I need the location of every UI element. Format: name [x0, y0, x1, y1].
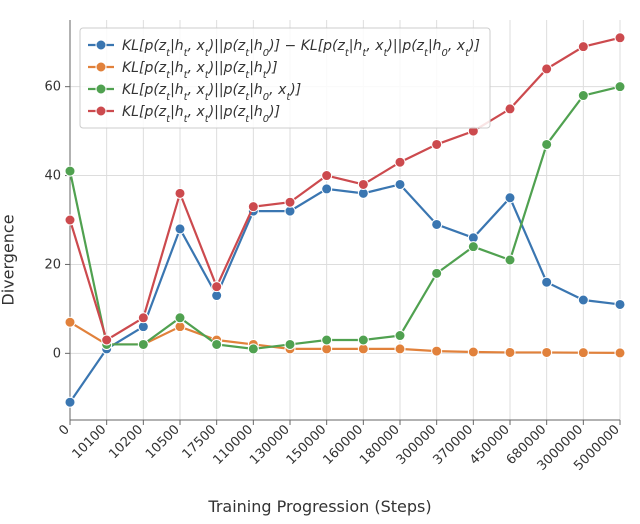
series-marker-kl_h0 — [102, 335, 112, 345]
chart-container: Divergence Training Progression (Steps) … — [0, 0, 640, 520]
series-marker-kl_h0_xt — [212, 339, 222, 349]
series-marker-kl_h0 — [432, 139, 442, 149]
series-marker-kl_h0 — [138, 313, 148, 323]
series-marker-kl_ht — [615, 348, 625, 358]
series-marker-kl_h0 — [322, 171, 332, 181]
series-marker-kl_ht — [578, 348, 588, 358]
y-axis-label: Divergence — [0, 214, 18, 305]
series-marker-kl_h0 — [505, 104, 515, 114]
series-marker-kl_h0 — [395, 157, 405, 167]
series-marker-kl_h0_xt — [285, 339, 295, 349]
chart-svg: 0204060010100102001050017500110000130000… — [0, 0, 640, 520]
svg-text:40: 40 — [44, 169, 61, 184]
series-marker-diff — [578, 295, 588, 305]
series-marker-kl_h0_xt — [542, 139, 552, 149]
series-marker-diff — [175, 224, 185, 234]
series-marker-diff — [432, 219, 442, 229]
svg-text:60: 60 — [44, 80, 61, 95]
series-marker-kl_h0 — [615, 33, 625, 43]
series-marker-kl_h0 — [65, 215, 75, 225]
svg-text:0: 0 — [53, 346, 61, 361]
series-marker-kl_h0_xt — [395, 331, 405, 341]
series-marker-kl_h0_xt — [138, 339, 148, 349]
series-marker-kl_h0_xt — [65, 166, 75, 176]
series-marker-kl_ht — [395, 344, 405, 354]
series-marker-diff — [505, 193, 515, 203]
series-marker-diff — [395, 179, 405, 189]
series-marker-diff — [542, 277, 552, 287]
series-marker-diff — [322, 184, 332, 194]
series-marker-kl_ht — [468, 347, 478, 357]
series-marker-kl_ht — [542, 347, 552, 357]
series-marker-kl_ht — [65, 317, 75, 327]
series-marker-kl_h0 — [248, 202, 258, 212]
series-marker-kl_h0_xt — [578, 91, 588, 101]
series-marker-kl_h0 — [212, 282, 222, 292]
series-marker-kl_h0_xt — [358, 335, 368, 345]
series-marker-kl_h0 — [175, 188, 185, 198]
series-marker-diff — [615, 299, 625, 309]
series-marker-kl_h0_xt — [175, 313, 185, 323]
series-marker-kl_h0 — [542, 64, 552, 74]
series-marker-kl_h0 — [285, 197, 295, 207]
series-marker-kl_ht — [432, 346, 442, 356]
series-marker-kl_h0_xt — [432, 268, 442, 278]
series-marker-kl_ht — [505, 347, 515, 357]
series-marker-kl_h0_xt — [615, 82, 625, 92]
x-axis-label: Training Progression (Steps) — [208, 497, 431, 516]
series-marker-kl_h0_xt — [505, 255, 515, 265]
series-marker-kl_h0 — [358, 179, 368, 189]
series-marker-kl_h0 — [578, 42, 588, 52]
series-marker-kl_h0_xt — [248, 344, 258, 354]
svg-text:20: 20 — [44, 257, 61, 272]
series-marker-diff — [65, 397, 75, 407]
series-marker-kl_h0_xt — [322, 335, 332, 345]
series-marker-kl_h0_xt — [468, 242, 478, 252]
